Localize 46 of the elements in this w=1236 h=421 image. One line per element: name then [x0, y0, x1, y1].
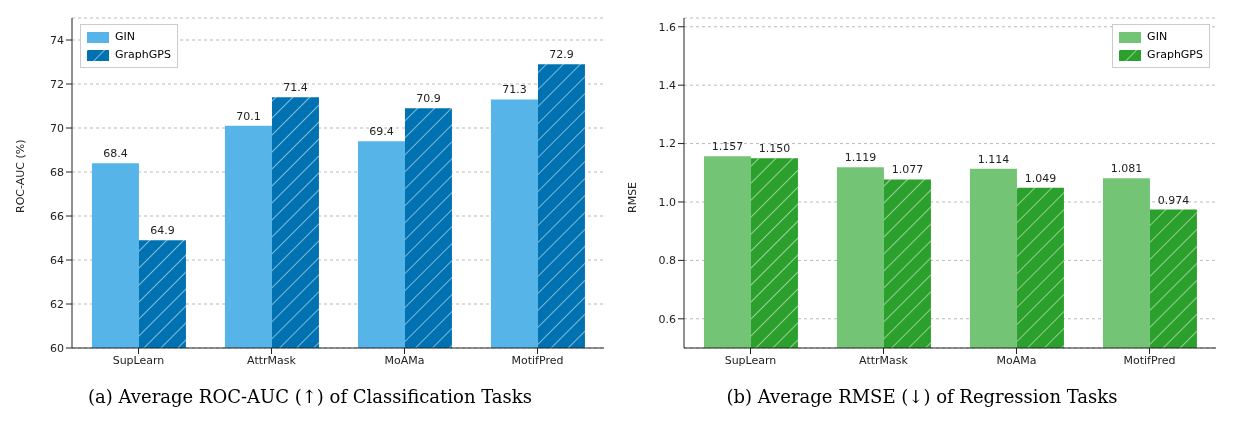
- data-label: 1.119: [844, 151, 877, 165]
- y-tick-label: 74: [50, 33, 64, 47]
- data-label: 69.4: [369, 125, 394, 139]
- y-axis-title: RMSE: [625, 181, 639, 213]
- y-tick-label: 62: [50, 297, 64, 311]
- x-tick-label: AttrMask: [859, 353, 909, 367]
- data-label: 71.4: [283, 81, 308, 95]
- x-tick-label: SupLearn: [112, 353, 165, 367]
- y-tick-label: 72: [50, 77, 64, 91]
- data-label: 1.114: [977, 152, 1010, 166]
- legend-label: GraphGPS: [115, 47, 171, 63]
- data-label: 1.157: [711, 140, 744, 154]
- data-label: 68.4: [103, 147, 128, 161]
- y-tick-label: 66: [50, 209, 64, 223]
- x-tick-label: MotifPred: [511, 353, 564, 367]
- data-label: 64.9: [150, 224, 175, 238]
- data-label: 71.3: [502, 83, 527, 97]
- legend-label: GIN: [1147, 29, 1168, 45]
- x-tick-label: MoAMa: [996, 353, 1037, 367]
- y-tick-label: 64: [50, 253, 64, 267]
- y-tick-label: 60: [50, 341, 64, 355]
- y-tick-label: 1.0: [658, 195, 676, 209]
- y-axis-title: ROC-AUC (%): [13, 139, 27, 213]
- data-label: 1.150: [758, 142, 791, 156]
- x-tick-label: MoAMa: [384, 353, 425, 367]
- y-tick-label: 70: [50, 121, 64, 135]
- y-tick-label: 1.2: [658, 137, 676, 151]
- x-tick-label: AttrMask: [247, 353, 297, 367]
- legend-label: GraphGPS: [1147, 47, 1203, 63]
- data-label: 72.9: [549, 48, 574, 62]
- data-label: 1.077: [891, 163, 924, 177]
- data-label: 70.1: [236, 109, 261, 123]
- x-tick-label: MotifPred: [1123, 353, 1176, 367]
- legend-label: GIN: [115, 29, 135, 45]
- y-tick-label: 68: [50, 165, 64, 179]
- y-tick-label: 1.6: [658, 20, 676, 34]
- x-tick-label: SupLearn: [724, 353, 777, 367]
- data-label: 1.081: [1110, 162, 1143, 176]
- data-label: 70.9: [416, 92, 441, 106]
- data-label: 1.049: [1024, 171, 1057, 185]
- y-tick-label: 0.6: [658, 312, 676, 326]
- text: (a) Average ROC-AUC (↑) of Classification Tasks: [87, 386, 533, 407]
- data-label: 0.974: [1157, 193, 1190, 207]
- text: (b) Average RMSE (↓) of Regression Tasks: [725, 386, 1119, 407]
- y-tick-label: 1.4: [658, 79, 676, 93]
- y-tick-label: 0.8: [658, 254, 676, 268]
